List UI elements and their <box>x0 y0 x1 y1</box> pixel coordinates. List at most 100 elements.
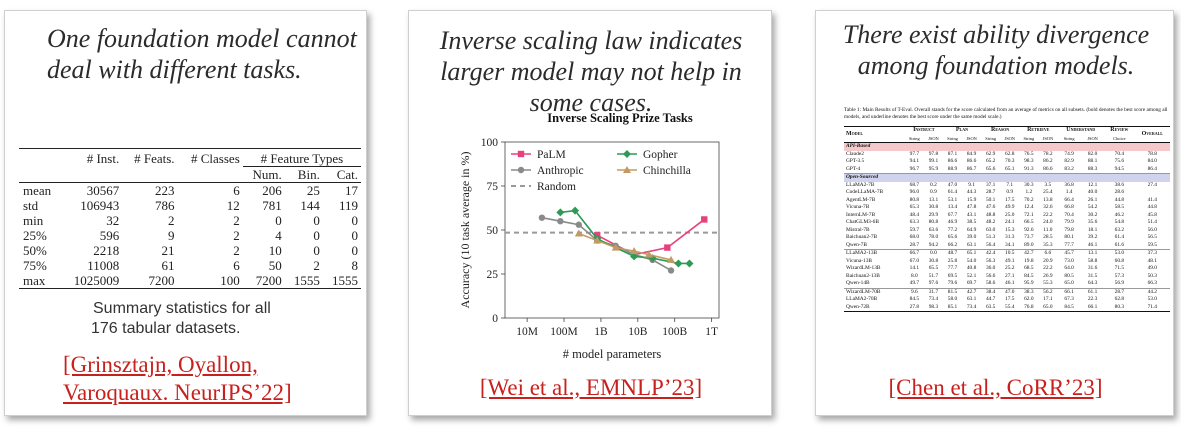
table-cell: 2 <box>168 213 175 228</box>
score-cell: 95.9 <box>923 165 943 174</box>
score-cell: 69.7 <box>962 280 982 289</box>
score-cell: 54.8 <box>1114 219 1125 225</box>
score-cell: 1.4 <box>1065 189 1073 195</box>
table-cell: 6 <box>233 258 240 273</box>
table-group-header: Overall <box>1134 126 1170 143</box>
score-cell: 69.5 <box>947 272 958 279</box>
table-cell: 206 <box>262 183 282 198</box>
table-header: Bin. <box>284 166 323 183</box>
score-cell: 73.0 <box>1064 257 1074 264</box>
citation-link[interactable]: [Chen et al., CoRR’23] <box>888 375 1103 400</box>
score-cell: 37.3 <box>1147 250 1157 256</box>
score-cell: 84.5 <box>1057 303 1081 312</box>
score-cell: 65.0 <box>1038 303 1058 312</box>
data-point-palm <box>664 244 671 251</box>
score-cell: 84.5 <box>909 296 920 302</box>
citation-link[interactable]: [Wei et al., EMNLP’23] <box>479 375 703 400</box>
table-cell: 9 <box>168 228 175 243</box>
table-subheader: JSON <box>1080 134 1105 143</box>
data-point-anthropic <box>575 221 582 228</box>
score-cell: 91.3 <box>1019 165 1039 174</box>
score-cell: 48.8 <box>985 211 996 218</box>
score-cell: 66.7 <box>909 250 920 256</box>
score-cell: 31.7 <box>928 288 939 295</box>
table-row: ChatGLM3-6B 63.3 80.8 46.9 38.5 48.2 24.1 66.5 2… <box>844 219 1170 227</box>
legend-label-palm: PaLM <box>537 149 566 161</box>
x-tick-label: 10M <box>516 326 538 338</box>
score-cell: 14.1 <box>909 265 920 271</box>
score-cell: 67.0 <box>909 257 920 264</box>
t-eval-results-table: Model Instruct Plan Reason Retrieve Understan… <box>844 126 1170 312</box>
caption-line: Summary statistics for all <box>93 300 271 317</box>
table-cell: 106943 <box>80 198 120 213</box>
data-point-chinchilla <box>667 255 676 263</box>
table-cell: 2 <box>313 258 320 273</box>
score-cell: 12.4 <box>1024 204 1034 210</box>
score-cell: 13.4 <box>947 204 958 210</box>
table-caption: Table 1: Main Results of T-Eval. Overall… <box>844 107 1168 120</box>
data-point-anthropic <box>557 218 564 225</box>
table-cell: 119 <box>338 198 358 213</box>
score-cell: 78.0 <box>928 234 939 240</box>
score-cell: 52.1 <box>966 272 977 279</box>
score-cell: 96.0 <box>909 189 920 195</box>
score-cell: 56.0 <box>1147 226 1157 233</box>
score-cell: 25.2 <box>1005 265 1015 271</box>
score-cell: 88.3 <box>1080 165 1105 174</box>
score-cell: 38.4 <box>985 288 996 295</box>
score-cell: 76.8 <box>1019 303 1039 312</box>
score-cell: 46.1 <box>1000 280 1020 289</box>
score-cell: 31.6 <box>1087 265 1098 271</box>
model-name: WizardLM-13B <box>846 265 881 271</box>
score-cell: 65.5 <box>928 265 939 271</box>
model-name: GPT-3.5 <box>846 158 865 164</box>
score-cell: 58.0 <box>947 296 958 302</box>
score-cell: 70.4 <box>1114 150 1125 157</box>
score-cell: 50.3 <box>1147 272 1157 279</box>
score-cell: 84.5 <box>1024 272 1034 279</box>
table-header: Num. <box>242 166 285 183</box>
table-cell: 223 <box>155 183 175 198</box>
score-cell: 42.7 <box>1024 250 1034 256</box>
score-cell: 84.9 <box>966 150 977 157</box>
score-cell: 80.5 <box>1064 272 1074 279</box>
score-cell: 43.1 <box>966 211 977 218</box>
table-cell: 1555 <box>284 273 323 289</box>
legend-label-random: Random <box>537 181 576 193</box>
score-cell: 49.7 <box>904 280 924 289</box>
score-cell: 7.1 <box>1006 181 1014 188</box>
table-header: # Feats. <box>122 148 178 167</box>
score-cell: 98.3 <box>1024 158 1034 164</box>
score-cell: 76.5 <box>1024 150 1034 157</box>
score-cell: 29.9 <box>928 211 939 218</box>
score-cell: 30.2 <box>1087 211 1098 218</box>
data-point-chinchilla <box>593 236 602 244</box>
table-cell: 32 <box>106 213 120 228</box>
table-row: max 1025009 7200 100 7200 1555 1555 <box>19 273 361 289</box>
score-cell: 64.3 <box>1080 280 1105 289</box>
score-cell: 62.0 <box>1024 296 1034 302</box>
table-cell: 596 <box>99 228 120 243</box>
table-cell: 2218 <box>93 243 120 258</box>
score-cell: 66.1 <box>1080 303 1105 312</box>
score-cell: 65.6 <box>981 165 1001 174</box>
model-name: AgentLM-7B <box>846 196 876 203</box>
citation-link[interactable]: [Grinsztajn, Oyallon, Varoquaux. NeurIPS… <box>63 351 363 407</box>
score-cell: 47.0 <box>1005 288 1015 295</box>
score-cell: 61.4 <box>1114 234 1125 240</box>
score-cell: 88.9 <box>942 165 963 174</box>
x-tick-label: 100B <box>662 326 687 338</box>
score-cell: 53.1 <box>947 196 958 203</box>
y-tick-label: 100 <box>481 137 499 149</box>
table-cell: 7200 <box>122 273 178 289</box>
score-cell: 17.5 <box>1005 196 1015 203</box>
series-line-gopher <box>560 209 690 265</box>
score-cell: 64.0 <box>1064 265 1074 271</box>
score-cell: 1.2 <box>1025 189 1033 195</box>
table-cell: 0 <box>351 228 359 243</box>
table-cell: 4 <box>275 228 282 243</box>
score-cell: 80.8 <box>909 196 920 203</box>
score-cell: 8.0 <box>910 272 918 279</box>
score-cell: 45.8 <box>1147 211 1157 218</box>
data-point-chinchilla <box>630 247 639 255</box>
